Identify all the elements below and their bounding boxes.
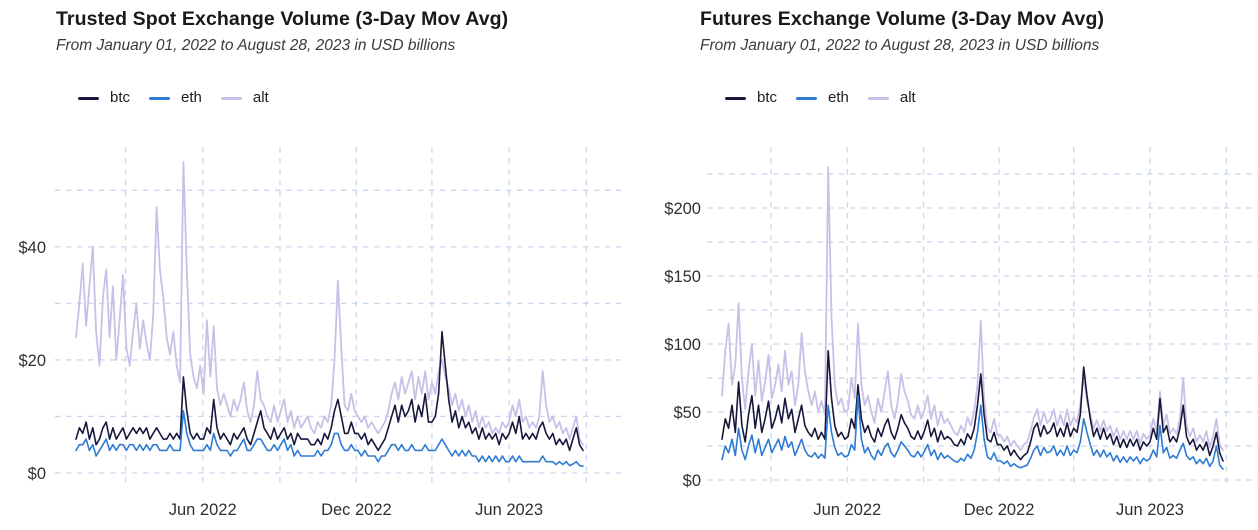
legend-label-eth: eth xyxy=(181,89,202,106)
series-line-btc xyxy=(721,350,1224,462)
legend-item-alt: alt xyxy=(220,88,269,108)
futures-chart-title: Futures Exchange Volume (3-Day Mov Avg) xyxy=(700,8,1105,30)
spot-chart-title: Trusted Spot Exchange Volume (3-Day Mov … xyxy=(56,8,509,30)
legend-swatch-alt-icon xyxy=(220,96,242,100)
spot-chart-legend: btc eth alt xyxy=(78,88,288,108)
legend-label-eth: eth xyxy=(828,89,849,106)
series-line-alt xyxy=(75,161,584,446)
series-line-alt xyxy=(721,166,1224,452)
futures-chart-legend: btc eth alt xyxy=(725,88,935,108)
y-axis-tick-label: $40 xyxy=(18,239,46,257)
legend-label-alt: alt xyxy=(899,89,916,106)
legend-item-eth: eth xyxy=(796,88,849,108)
legend-label-alt: alt xyxy=(252,89,269,106)
x-axis-tick-label: Jun 2022 xyxy=(169,501,237,519)
futures-chart-subtitle: From January 01, 2022 to August 28, 2023… xyxy=(700,37,1100,54)
legend-item-btc: btc xyxy=(725,88,777,108)
series-line-eth xyxy=(721,394,1224,470)
legend-swatch-btc-icon xyxy=(725,96,746,100)
x-axis-tick-label: Dec 2022 xyxy=(964,501,1035,519)
x-axis-tick-label: Jun 2023 xyxy=(1116,501,1184,519)
series-line-btc xyxy=(75,330,584,452)
x-axis-tick-label: Jun 2023 xyxy=(475,501,543,519)
y-axis-tick-label: $0 xyxy=(683,472,701,490)
futures-chart-plot: $0 $50 $100 $150 $200 Jun 2022 Dec 2022 Jun 202… xyxy=(664,147,1258,519)
legend-swatch-btc-icon xyxy=(78,96,99,100)
y-axis-tick-label: $200 xyxy=(664,200,701,218)
legend-label-btc: btc xyxy=(110,89,131,106)
legend-item-eth: eth xyxy=(149,88,202,108)
legend-label-btc: btc xyxy=(757,89,778,106)
series-line-eth xyxy=(75,409,584,468)
legend-swatch-eth-icon xyxy=(149,96,171,100)
y-axis-tick-label: $0 xyxy=(28,465,46,483)
futures-volume-chart: Futures Exchange Volume (3-Day Mov Avg) … xyxy=(629,0,1258,530)
spot-chart-plot: $0 $20 $40 Jun 2022 Dec 2022 Jun 2023 xyxy=(18,147,621,519)
spot-volume-chart: Trusted Spot Exchange Volume (3-Day Mov … xyxy=(18,8,621,519)
legend-item-alt: alt xyxy=(867,88,916,108)
y-axis-tick-label: $150 xyxy=(664,268,701,286)
y-axis-tick-label: $20 xyxy=(18,352,46,370)
x-axis-tick-label: Jun 2022 xyxy=(813,501,881,519)
legend-swatch-alt-icon xyxy=(867,96,889,100)
x-axis-tick-label: Dec 2022 xyxy=(321,501,392,519)
legend-item-btc: btc xyxy=(78,88,130,108)
y-axis-tick-label: $50 xyxy=(673,404,701,422)
legend-swatch-eth-icon xyxy=(796,96,818,100)
spot-chart-subtitle: From January 01, 2022 to August 28, 2023… xyxy=(56,37,456,54)
y-axis-tick-label: $100 xyxy=(664,336,701,354)
